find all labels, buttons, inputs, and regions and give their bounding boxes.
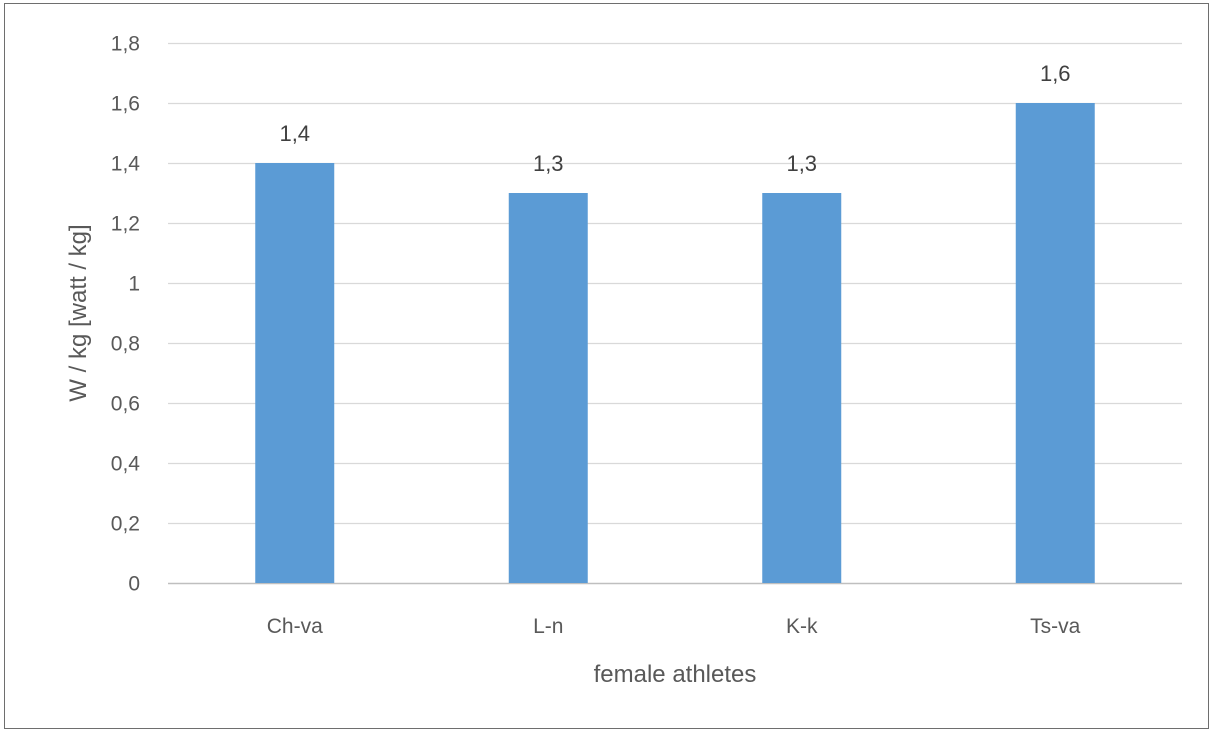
- y-tick-label: 0,4: [111, 453, 141, 476]
- y-axis-ticks: 0 0,2 0,4 0,6 0,8 1 1,2 1,4 1,6 1,8: [111, 33, 141, 596]
- data-label: 1,6: [1040, 61, 1071, 86]
- y-tick-label: 1,4: [111, 153, 141, 176]
- data-label: 1,3: [786, 151, 817, 176]
- y-tick-label: 1: [128, 273, 140, 296]
- bars: [255, 103, 1095, 583]
- x-axis-title: female athletes: [594, 661, 757, 688]
- y-tick-label: 1,8: [111, 33, 140, 56]
- y-tick-label: 0: [128, 573, 140, 596]
- x-tick-label: Ch-va: [267, 615, 323, 638]
- data-labels: 1,4 1,3 1,3 1,6: [279, 61, 1070, 176]
- y-axis-title: W / kg [watt / kg]: [65, 224, 92, 401]
- y-tick-label: 0,8: [111, 333, 140, 356]
- y-tick-label: 0,6: [111, 393, 140, 416]
- data-label: 1,4: [279, 121, 310, 146]
- bar-ch-va: [255, 163, 335, 583]
- chart-frame: [4, 3, 1209, 729]
- y-tick-label: 0,2: [111, 513, 140, 536]
- bar-ts-va: [1015, 103, 1095, 583]
- x-tick-label: Ts-va: [1030, 615, 1080, 638]
- x-axis-ticks: Ch-va L-n K-k Ts-va: [267, 615, 1081, 638]
- x-tick-label: L-n: [533, 615, 563, 638]
- bar-k-k: [762, 193, 842, 583]
- data-label: 1,3: [533, 151, 564, 176]
- y-tick-label: 1,6: [111, 93, 140, 116]
- bar-l-n: [508, 193, 588, 583]
- y-tick-label: 1,2: [111, 213, 140, 236]
- x-tick-label: K-k: [786, 615, 818, 638]
- gridlines: [168, 42, 1182, 585]
